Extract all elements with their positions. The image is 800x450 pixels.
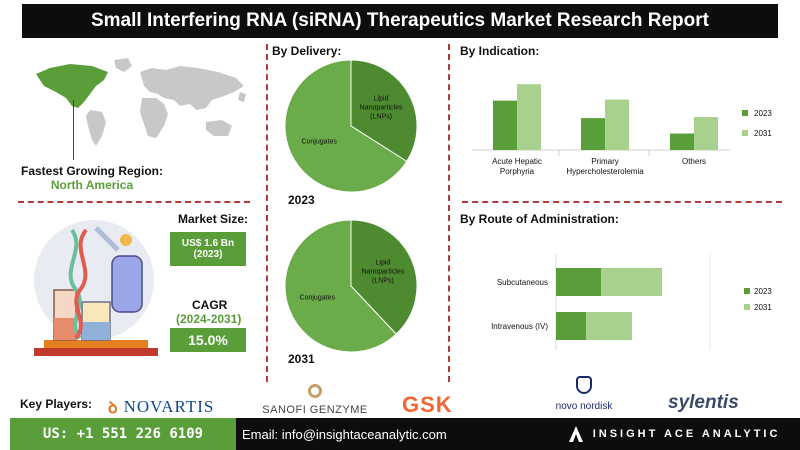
brand-name: INSIGHT ACE ANALYTIC (592, 428, 781, 440)
market-size-box: US$ 1.6 Bn (2023) (170, 232, 246, 266)
divider-right-horizontal (462, 201, 782, 203)
route-legend-label-2023: 2023 (754, 287, 772, 296)
route-bar-1-2023 (556, 312, 586, 340)
indication-bar-2-2023 (670, 133, 694, 150)
dna-lab-illustration-icon (34, 220, 158, 356)
divider-left (266, 44, 268, 382)
novartis-logo: ꝺ NOVARTIS (108, 397, 215, 417)
indication-legend-swatch-2023 (742, 110, 748, 116)
route-legend-label-2031: 2031 (754, 303, 772, 312)
fastest-region-label: Fastest Growing Region: (20, 164, 163, 178)
route-legend-swatch-2031 (744, 304, 750, 310)
pie-2031-slice-1 (284, 219, 397, 353)
market-size-year: (2023) (193, 249, 223, 260)
novo-nordisk-logo: novo nordisk (546, 376, 622, 414)
indication-legend-label-2031: 2031 (754, 129, 772, 138)
delivery-pie-2023: Lipid Nanoparticles (LNPs) Conjugates (284, 59, 418, 193)
route-bar-chart: Subcutaneous Intravenous (IV) 2023 2031 (491, 254, 772, 350)
key-players-label: Key Players: (20, 397, 93, 411)
indication-bar-1-2023 (581, 118, 605, 150)
delivery-pie-2031: Lipid Nanoparticles (LNPs) Conjugates (284, 219, 418, 353)
cagr-value-box: 15.0% (170, 328, 246, 352)
route-bar-0-2031 (601, 268, 662, 296)
cagr-label: CAGR (192, 298, 228, 312)
divider-left-horizontal (18, 201, 250, 203)
report-title: Small Interfering RNA (siRNA) Therapeuti… (22, 4, 778, 38)
indication-category-0-1: Porphyria (500, 167, 535, 176)
indication-category-1-1: Hypercholesterolemia (566, 167, 644, 176)
novartis-flame-icon: ꝺ (108, 400, 118, 417)
indication-bar-2-2031 (694, 117, 718, 150)
indication-category-0-0: Acute Hepatic (492, 157, 542, 166)
market-size-value: US$ 1.6 Bn (181, 238, 235, 249)
fastest-region-value: North America (50, 178, 134, 192)
novo-bull-icon (576, 376, 592, 394)
sylentis-logo: sylentis (668, 392, 739, 413)
route-bar-1-2031 (586, 312, 632, 340)
region-pointer-line (73, 100, 74, 160)
delivery-year-2031: 2031 (288, 352, 315, 366)
sanofi-swirl-icon (308, 384, 322, 398)
indication-category-2-0: Others (682, 157, 706, 166)
route-section-title: By Route of Administration: (460, 212, 619, 226)
sanofi-genzyme-logo: SANOFI GENZYME (262, 384, 368, 418)
pie-2023-label-1-0: Conjugates (301, 138, 337, 145)
phone-number[interactable]: US: +1 551 226 6109 (42, 426, 204, 442)
pie-2023-slice-1 (284, 59, 408, 193)
divider-right (448, 44, 450, 382)
indication-legend-label-2023: 2023 (754, 109, 772, 118)
pie-2023-label-0-1: Nanoparticles (360, 104, 403, 111)
email-address[interactable]: Email: info@insightaceanalytic.com (242, 426, 447, 442)
indication-bar-1-2031 (605, 99, 629, 150)
delivery-year-2023: 2023 (288, 193, 315, 207)
indication-bar-0-2023 (493, 100, 517, 150)
footer-email-bar: Email: info@insightaceanalytic.com INSIG… (236, 418, 800, 450)
insight-ace-logo-icon (568, 426, 583, 442)
delivery-section-title: By Delivery: (272, 44, 342, 58)
indication-section-title: By Indication: (460, 44, 540, 58)
indication-bar-0-2031 (517, 84, 541, 150)
pie-2023-label-0-0: Lipid (374, 95, 389, 102)
pie-2031-label-0-2: (LNPs) (372, 277, 394, 284)
pie-2023-label-0-2: (LNPs) (370, 113, 392, 120)
cagr-period: (2024-2031) (176, 312, 242, 326)
route-legend-swatch-2023 (744, 288, 750, 294)
cagr-value: 15.0% (188, 332, 228, 348)
route-category-0: Subcutaneous (497, 278, 548, 287)
pie-2031-label-0-1: Nanoparticles (362, 268, 405, 275)
market-size-label: Market Size: (178, 212, 249, 226)
gsk-logo: GSK (402, 392, 453, 417)
footer-phone-bar: US: +1 551 226 6109 (10, 418, 236, 450)
world-map-icon (36, 58, 246, 146)
pie-2031-label-1-0: Conjugates (300, 294, 336, 301)
route-bar-0-2023 (556, 268, 601, 296)
indication-category-1-0: Primary (591, 157, 619, 166)
route-category-1: Intravenous (IV) (491, 322, 548, 331)
indication-legend-swatch-2031 (742, 130, 748, 136)
pie-2031-slice-0 (350, 219, 418, 335)
pie-2031-label-0-0: Lipid (376, 259, 391, 266)
